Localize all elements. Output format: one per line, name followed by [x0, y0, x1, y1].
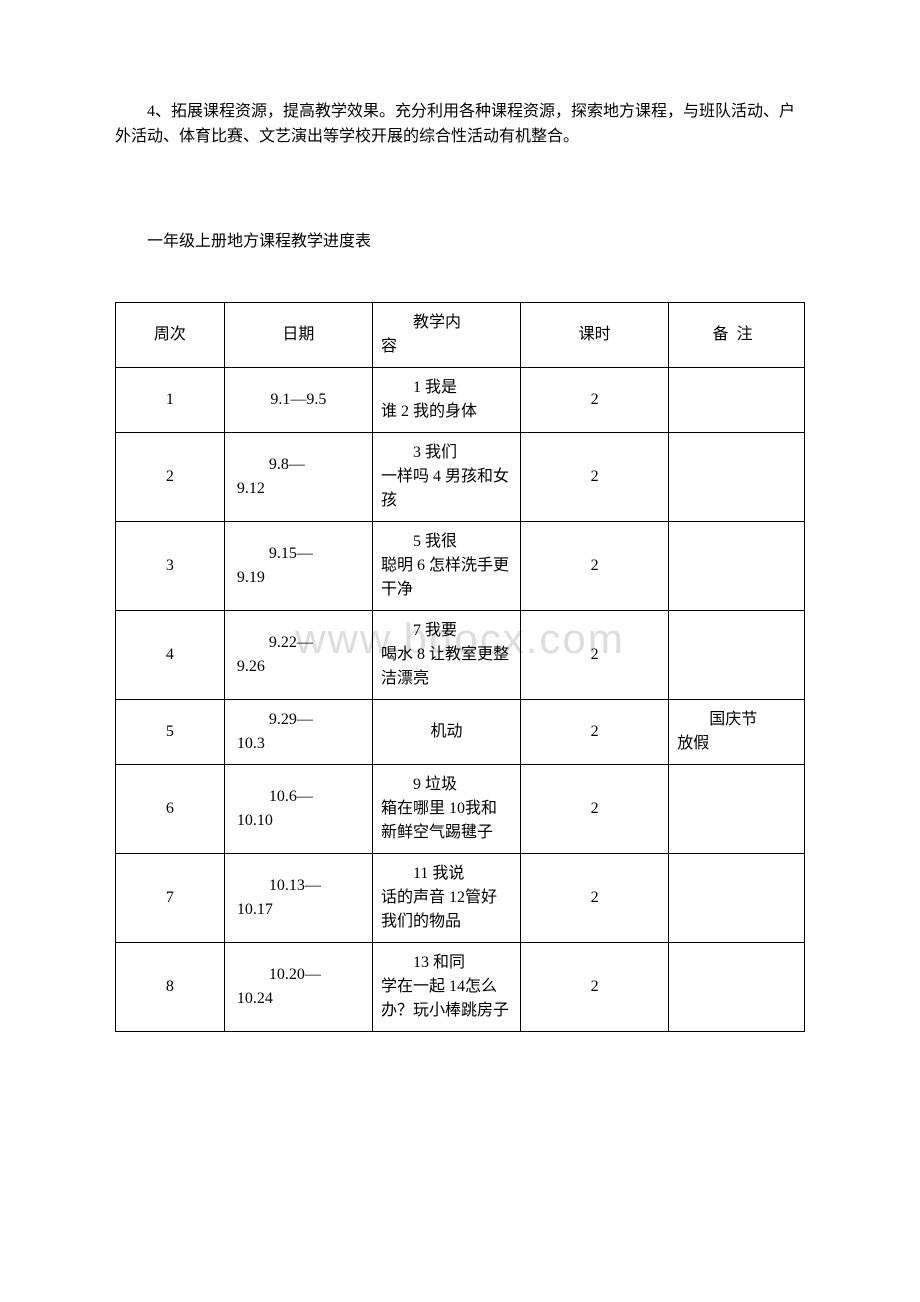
cell-note: [669, 853, 805, 942]
header-date: 日期: [224, 302, 372, 367]
header-content: 教学内容: [372, 302, 520, 367]
cell-hours: 2: [521, 521, 669, 610]
cell-hours: 2: [521, 610, 669, 699]
header-week: 周次: [116, 302, 225, 367]
table-row: 3 9.15—9.19 5 我很聪明 6 怎样洗手更干净 2: [116, 521, 805, 610]
cell-content: 7 我要喝水 8 让教室更整洁漂亮: [372, 610, 520, 699]
cell-date: 9.15—9.19: [224, 521, 372, 610]
cell-hours: 2: [521, 942, 669, 1031]
cell-note: 国庆节放假: [669, 699, 805, 764]
table-row: 1 9.1—9.5 1 我是谁 2 我的身体 2: [116, 367, 805, 432]
cell-note: [669, 432, 805, 521]
cell-note: [669, 367, 805, 432]
cell-date: 10.13—10.17: [224, 853, 372, 942]
cell-date: 9.1—9.5: [224, 367, 372, 432]
table-row: 5 9.29—10.3 机动 2 国庆节放假: [116, 699, 805, 764]
cell-content: 1 我是谁 2 我的身体: [372, 367, 520, 432]
cell-week: 5: [116, 699, 225, 764]
cell-week: 1: [116, 367, 225, 432]
schedule-title: 一年级上册地方课程教学进度表: [115, 230, 805, 254]
cell-hours: 2: [521, 367, 669, 432]
cell-note: [669, 610, 805, 699]
cell-hours: 2: [521, 699, 669, 764]
table-row: 6 10.6—10.10 9 垃圾箱在哪里 10我和新鲜空气踢毽子 2: [116, 764, 805, 853]
cell-note: [669, 521, 805, 610]
table-row: 2 9.8—9.12 3 我们一样吗 4 男孩和女孩 2: [116, 432, 805, 521]
cell-week: 4: [116, 610, 225, 699]
schedule-table: 周次 日期 教学内容 课时 备注 1 9.1—9.5 1 我是谁 2 我的身体 …: [115, 302, 805, 1032]
table-row: 7 10.13—10.17 11 我说话的声音 12管好我们的物品 2: [116, 853, 805, 942]
table-row: 8 10.20—10.24 13 和同学在一起 14怎么办？玩小棒跳房子 2: [116, 942, 805, 1031]
cell-hours: 2: [521, 853, 669, 942]
cell-week: 6: [116, 764, 225, 853]
cell-content: 5 我很聪明 6 怎样洗手更干净: [372, 521, 520, 610]
cell-week: 3: [116, 521, 225, 610]
cell-note: [669, 764, 805, 853]
table-row: 4 9.22—9.26 7 我要喝水 8 让教室更整洁漂亮 2: [116, 610, 805, 699]
cell-hours: 2: [521, 764, 669, 853]
cell-note: [669, 942, 805, 1031]
cell-content: 机动: [372, 699, 520, 764]
header-hours: 课时: [521, 302, 669, 367]
cell-date: 9.29—10.3: [224, 699, 372, 764]
cell-week: 8: [116, 942, 225, 1031]
header-note: 备注: [669, 302, 805, 367]
cell-content: 9 垃圾箱在哪里 10我和新鲜空气踢毽子: [372, 764, 520, 853]
cell-week: 7: [116, 853, 225, 942]
cell-content: 3 我们一样吗 4 男孩和女孩: [372, 432, 520, 521]
cell-content: 13 和同学在一起 14怎么办？玩小棒跳房子: [372, 942, 520, 1031]
cell-date: 9.8—9.12: [224, 432, 372, 521]
cell-hours: 2: [521, 432, 669, 521]
table-header-row: 周次 日期 教学内容 课时 备注: [116, 302, 805, 367]
cell-date: 10.20—10.24: [224, 942, 372, 1031]
cell-date: 10.6—10.10: [224, 764, 372, 853]
cell-date: 9.22—9.26: [224, 610, 372, 699]
cell-week: 2: [116, 432, 225, 521]
paragraph-4: 4、拓展课程资源，提高教学效果。充分利用各种课程资源，探索地方课程，与班队活动、…: [115, 100, 805, 150]
cell-content: 11 我说话的声音 12管好我们的物品: [372, 853, 520, 942]
